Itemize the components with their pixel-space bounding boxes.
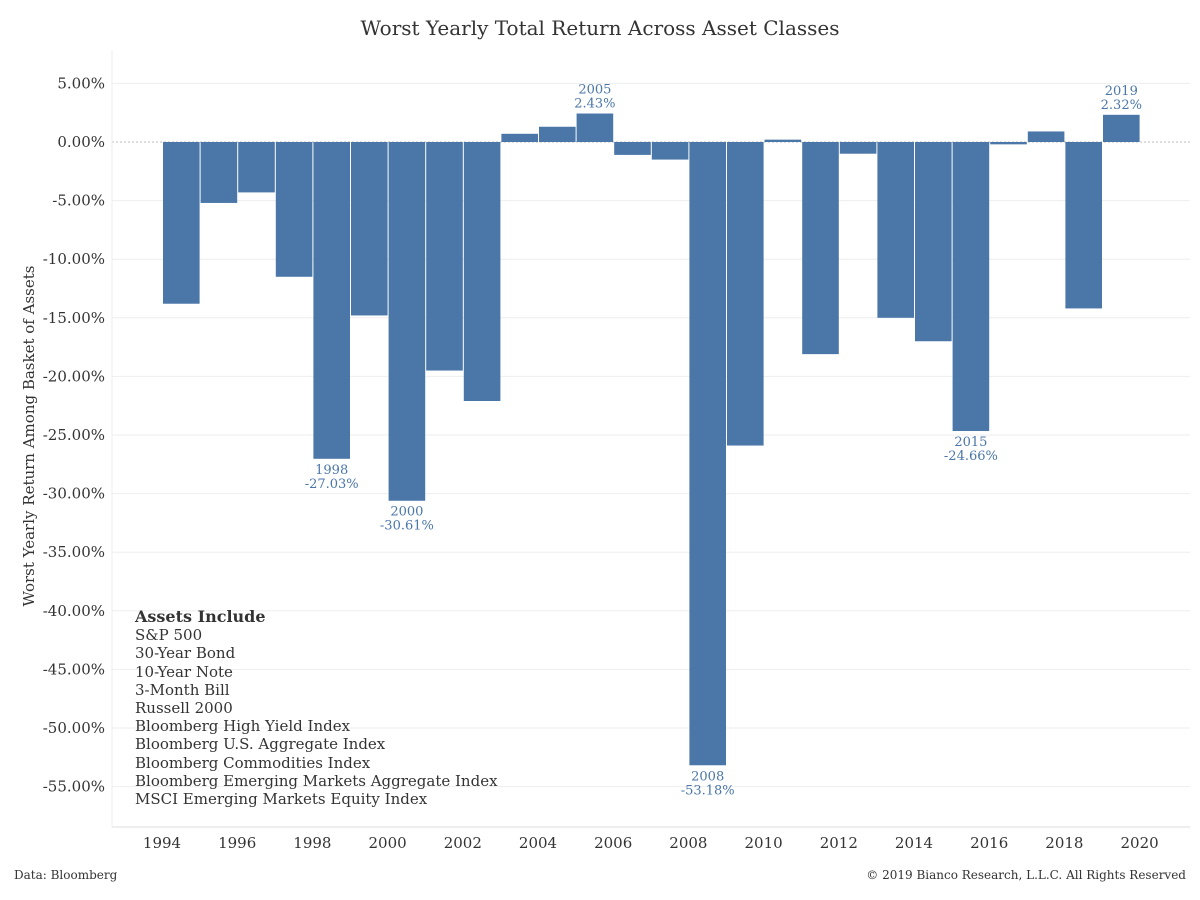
bar-2000	[388, 142, 426, 501]
y-tick-label: -25.00%	[43, 426, 105, 444]
annotation-year: 2008	[691, 769, 724, 784]
bar-2017	[1027, 131, 1065, 142]
annotation-value: 2.43%	[574, 97, 615, 112]
bar-2019	[1103, 114, 1140, 142]
x-tick-label: 2004	[519, 834, 557, 852]
asset-item: Bloomberg High Yield Index	[135, 717, 351, 736]
bar-2007	[651, 142, 689, 160]
asset-item: Bloomberg Commodities Index	[135, 753, 371, 772]
x-tick-label: 2012	[820, 834, 858, 852]
copyright-note: © 2019 Bianco Research, L.L.C. All Right…	[866, 868, 1186, 882]
source-note: Data: Bloomberg	[14, 868, 118, 882]
x-tick-label: 2006	[594, 834, 632, 852]
annotation-year: 2019	[1105, 84, 1138, 99]
annotation-value: -30.61%	[380, 519, 434, 534]
bar-2008	[689, 142, 726, 766]
y-tick-label: -20.00%	[43, 367, 105, 385]
bar-1995	[200, 142, 238, 203]
y-tick-label: -35.00%	[43, 543, 105, 561]
x-tick-label: 2010	[745, 834, 783, 852]
annotation-value: 2.32%	[1101, 98, 1142, 113]
assets-heading: Assets Include	[135, 607, 266, 626]
y-tick-label: -30.00%	[43, 485, 105, 503]
bar-2010	[764, 139, 802, 142]
x-tick-label: 2002	[444, 834, 482, 852]
bar-2006	[614, 142, 651, 155]
y-tick-label: 5.00%	[57, 74, 105, 92]
bar-2002	[463, 142, 501, 402]
annotation-year: 2005	[578, 83, 611, 98]
asset-item: 3-Month Bill	[135, 680, 230, 699]
bar-2005	[576, 113, 614, 142]
bar-2011	[802, 142, 839, 355]
asset-item: Bloomberg Emerging Markets Aggregate Ind…	[135, 771, 498, 790]
bar-2015	[952, 142, 990, 432]
bar-2009	[727, 142, 764, 446]
asset-item: MSCI Emerging Markets Equity Index	[135, 790, 428, 809]
x-tick-label: 1998	[293, 834, 331, 852]
bar-2003	[501, 133, 538, 142]
y-tick-label: -10.00%	[43, 250, 105, 268]
bar-2014	[915, 142, 952, 342]
bar-2012	[839, 142, 877, 154]
chart-title: Worst Yearly Total Return Across Asset C…	[360, 16, 840, 40]
asset-item: Bloomberg U.S. Aggregate Index	[135, 735, 386, 754]
asset-item: S&P 500	[135, 626, 203, 645]
bar-1994	[163, 142, 200, 304]
annotation-year: 1998	[315, 463, 348, 478]
bar-2018	[1065, 142, 1102, 309]
y-tick-label: -50.00%	[43, 719, 105, 737]
y-tick-label: 0.00%	[57, 133, 105, 151]
bar-1999	[351, 142, 388, 316]
x-tick-label: 1996	[218, 834, 256, 852]
x-tick-label: 2018	[1045, 834, 1083, 852]
x-tick-label: 2000	[369, 834, 407, 852]
bar-1996	[238, 142, 275, 193]
x-tick-label: 2020	[1121, 834, 1159, 852]
y-tick-label: -45.00%	[43, 660, 105, 678]
x-tick-label: 2014	[895, 834, 933, 852]
bar-1997	[275, 142, 313, 277]
annotation-value: -53.18%	[681, 783, 735, 798]
y-tick-label: -15.00%	[43, 309, 105, 327]
annotation-value: -24.66%	[944, 449, 998, 464]
y-tick-label: -55.00%	[43, 778, 105, 796]
asset-item: 30-Year Bond	[135, 644, 236, 663]
asset-item: Russell 2000	[135, 699, 233, 718]
assets-legend: Assets Include S&P 500 30-Year Bond 10-Y…	[135, 607, 498, 809]
asset-item: 10-Year Note	[135, 662, 233, 681]
x-tick-label: 2016	[970, 834, 1008, 852]
x-tick-label: 2008	[669, 834, 707, 852]
y-tick-label: -5.00%	[52, 192, 105, 210]
y-axis-label: Worst Yearly Return Among Basket of Asse…	[20, 266, 38, 607]
annotation-year: 2000	[390, 505, 423, 520]
annotation-value: -27.03%	[305, 477, 359, 492]
x-tick-label: 1994	[143, 834, 181, 852]
bar-2016	[990, 142, 1027, 145]
bar-2013	[877, 142, 914, 318]
bar-2001	[426, 142, 463, 371]
y-tick-label: -40.00%	[43, 602, 105, 620]
bar-2004	[539, 126, 576, 142]
annotation-year: 2015	[954, 435, 987, 450]
bar-1998	[313, 142, 350, 459]
